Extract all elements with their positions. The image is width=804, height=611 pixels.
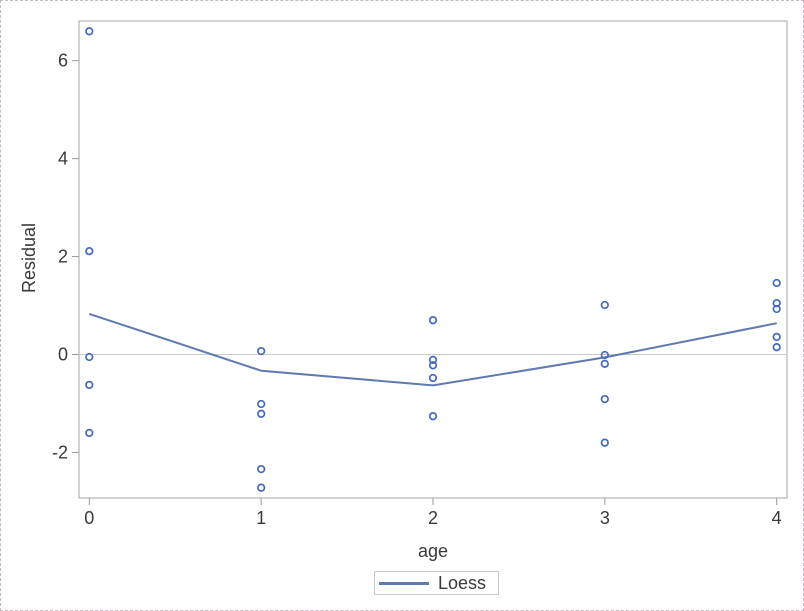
scatter-point xyxy=(85,247,94,256)
y-tick-label: 6 xyxy=(58,51,68,71)
y-tick-label: 0 xyxy=(58,345,68,365)
scatter-point xyxy=(772,343,781,352)
loess-line-swatch-icon xyxy=(379,581,429,585)
scatter-point xyxy=(257,346,266,356)
y-tick-label: 2 xyxy=(58,247,68,267)
x-tick-label: 2 xyxy=(428,508,438,528)
x-tick-label: 3 xyxy=(600,508,610,528)
scatter-point xyxy=(428,361,438,370)
scatter-point xyxy=(772,332,781,342)
scatter-point xyxy=(257,464,266,474)
scatter-point xyxy=(772,278,781,288)
scatter-point xyxy=(600,359,609,368)
scatter-point xyxy=(85,27,94,36)
scatter-point xyxy=(428,373,438,383)
scatter-point xyxy=(85,352,94,362)
scatter-point xyxy=(85,380,94,390)
scatter-point xyxy=(257,483,266,492)
y-tick-label: -2 xyxy=(52,442,68,462)
legend-box: Loess xyxy=(374,571,499,595)
scatter-point xyxy=(428,355,438,365)
scatter-point xyxy=(85,428,94,438)
scatter-point xyxy=(600,350,609,360)
y-tick-label: 4 xyxy=(58,149,68,169)
scatter-point xyxy=(600,394,609,404)
scatter-point xyxy=(257,409,266,418)
scatter-point xyxy=(600,438,609,447)
scatter-point xyxy=(772,304,781,314)
loess-line xyxy=(88,312,777,387)
scatter-point xyxy=(257,399,266,409)
x-tick-label: 0 xyxy=(84,508,94,528)
scatter-point xyxy=(600,300,609,310)
plot-wall xyxy=(78,20,788,499)
x-tick-label: 1 xyxy=(256,508,266,528)
legend-label: Loess xyxy=(438,573,487,593)
y-axis-title: Residual xyxy=(19,222,39,294)
scatter-point xyxy=(428,316,438,325)
x-tick-label: 4 xyxy=(772,508,782,528)
x-axis-title: age xyxy=(417,541,449,561)
scatter-point xyxy=(428,412,438,421)
